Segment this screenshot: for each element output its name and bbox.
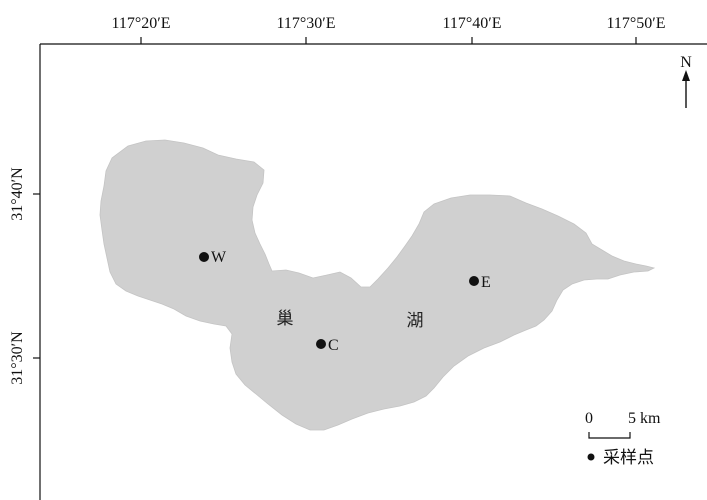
lon-label-4: 117°50′E	[606, 15, 665, 32]
lake-name-char-1: 巢	[277, 309, 294, 329]
sample-point-w-marker	[199, 252, 209, 262]
scale-bar: 0 5 km	[585, 410, 661, 439]
legend: 采样点	[587, 448, 654, 468]
lon-label-3: 117°40′E	[442, 15, 501, 32]
north-label: N	[680, 54, 692, 71]
legend-point-marker-icon	[587, 453, 595, 461]
lat-label-1: 31°40′N	[9, 167, 26, 221]
lat-label-2: 31°30′N	[9, 331, 26, 385]
sample-point-w-label: W	[211, 249, 227, 266]
north-arrow-icon: N	[680, 54, 692, 108]
scale-bar-end-label: 5 km	[628, 410, 661, 427]
lon-label-1: 117°20′E	[111, 15, 170, 32]
lake-polygon	[99, 139, 656, 431]
sample-point-c-marker	[316, 339, 326, 349]
sample-point-e-marker	[469, 276, 479, 286]
legend-label: 采样点	[603, 448, 654, 468]
lon-label-2: 117°30′E	[276, 15, 335, 32]
scale-bar-start-label: 0	[585, 410, 593, 427]
lake-name-char-2: 湖	[407, 311, 424, 331]
sample-point-e-label: E	[481, 274, 491, 291]
sample-point-c-label: C	[328, 337, 339, 354]
